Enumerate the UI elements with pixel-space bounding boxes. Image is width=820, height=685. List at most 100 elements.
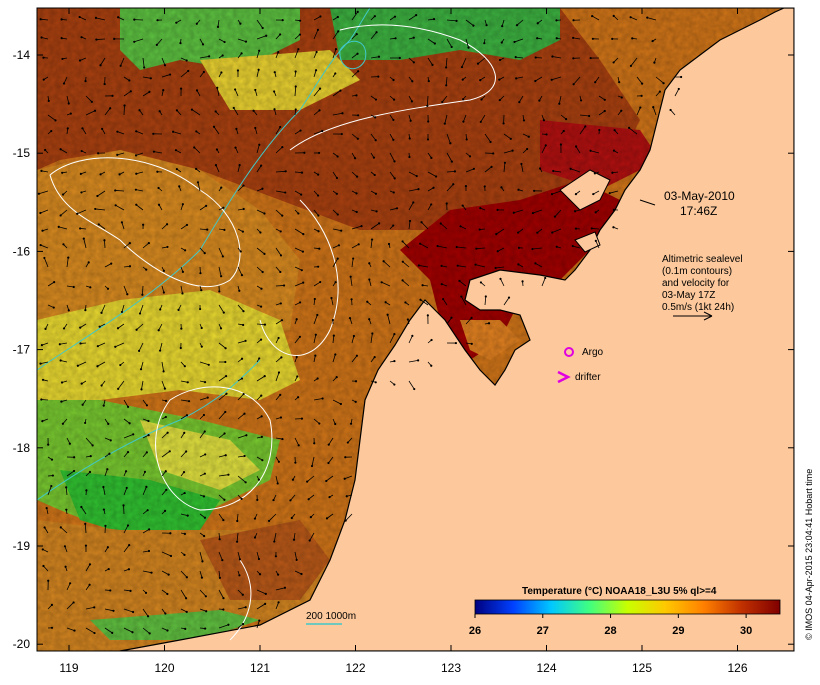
- velocity-arrow-head: [44, 149, 46, 151]
- velocity-arrow-head: [502, 122, 504, 124]
- lon-tick-label: 123: [441, 661, 461, 675]
- velocity-arrow-head: [125, 470, 127, 472]
- velocity-arrow-head: [144, 471, 146, 473]
- velocity-arrow-head: [183, 432, 185, 434]
- velocity-arrow-head: [375, 381, 377, 383]
- velocity-arrow-head: [109, 589, 111, 591]
- velocity-arrow-head: [96, 195, 98, 197]
- velocity-arrow-head: [145, 268, 147, 270]
- velocity-arrow-head: [356, 176, 358, 178]
- velocity-arrow-head: [112, 610, 114, 612]
- velocity-arrow-head: [495, 233, 497, 235]
- velocity-arrow-head: [472, 24, 474, 26]
- velocity-arrow-head: [121, 221, 123, 223]
- velocity-arrow-head: [203, 495, 205, 497]
- velocity-arrow-head: [156, 44, 158, 46]
- colorbar-title: Temperature (°C) NOAA18_L3U 5% ql>=4: [522, 586, 717, 597]
- velocity-arrow-head: [354, 157, 356, 159]
- velocity-arrow-head: [278, 461, 280, 463]
- velocity-arrow-head: [392, 79, 394, 81]
- velocity-arrow-head: [176, 168, 178, 170]
- velocity-arrow-head: [419, 299, 421, 301]
- velocity-arrow-head: [356, 33, 358, 35]
- velocity-arrow-head: [280, 254, 282, 256]
- velocity-arrow-head: [300, 193, 302, 195]
- velocity-arrow-head: [224, 361, 226, 363]
- velocity-arrow-head: [517, 232, 519, 234]
- velocity-arrow-head: [318, 152, 320, 154]
- velocity-arrow-head: [215, 164, 217, 166]
- lat-tick-label: -17: [13, 343, 31, 357]
- velocity-arrow-head: [475, 248, 477, 250]
- velocity-arrow-head: [175, 149, 177, 151]
- velocity-arrow-head: [375, 139, 377, 141]
- velocity-arrow-head: [79, 327, 81, 329]
- velocity-arrow-head: [68, 309, 70, 311]
- velocity-arrow-head: [309, 539, 311, 541]
- velocity-arrow-head: [186, 59, 188, 61]
- velocity-arrow-head: [98, 223, 100, 225]
- velocity-arrow-head: [39, 212, 41, 214]
- velocity-arrow-head: [114, 346, 116, 348]
- velocity-arrow-head: [234, 147, 236, 149]
- velocity-arrow-head: [61, 58, 63, 60]
- velocity-arrow-head: [165, 416, 167, 418]
- velocity-arrow-head: [459, 225, 461, 227]
- velocity-arrow-head: [283, 284, 285, 286]
- velocity-arrow-head: [277, 482, 279, 484]
- velocity-arrow-head: [265, 35, 267, 37]
- velocity-arrow-head: [50, 485, 52, 487]
- velocity-arrow-head: [591, 227, 593, 229]
- velocity-arrow-head: [273, 90, 275, 92]
- velocity-arrow-head: [185, 597, 187, 599]
- velocity-arrow-head: [393, 191, 395, 193]
- velocity-arrow-head: [418, 264, 420, 266]
- velocity-arrow-head: [501, 41, 503, 43]
- velocity-arrow-head: [383, 260, 385, 262]
- velocity-arrow-head: [639, 106, 641, 108]
- velocity-arrow-head: [223, 432, 225, 434]
- velocity-arrow-head: [533, 190, 535, 192]
- velocity-arrow-head: [50, 130, 52, 132]
- velocity-arrow-head: [165, 470, 167, 472]
- velocity-arrow-head: [79, 342, 81, 344]
- velocity-arrow-head: [394, 16, 396, 18]
- velocity-arrow-head: [40, 18, 42, 20]
- velocity-arrow-head: [575, 193, 577, 195]
- velocity-arrow-head: [99, 326, 101, 328]
- velocity-arrow-head: [62, 423, 64, 425]
- velocity-arrow-head: [401, 240, 403, 242]
- velocity-arrow-head: [523, 119, 525, 121]
- velocity-arrow-head: [393, 360, 395, 362]
- velocity-arrow-head: [393, 99, 395, 101]
- velocity-arrow-head: [44, 526, 46, 528]
- velocity-arrow-head: [314, 355, 316, 357]
- velocity-arrow-head: [520, 163, 522, 165]
- velocity-arrow-head: [193, 146, 195, 148]
- velocity-arrow-head: [501, 25, 503, 27]
- velocity-arrow-head: [196, 23, 198, 25]
- velocity-arrow-head: [238, 574, 240, 576]
- velocity-arrow-head: [186, 414, 188, 416]
- velocity-arrow-head: [499, 278, 501, 280]
- velocity-arrow-head: [264, 375, 266, 377]
- velocity-arrow-head: [399, 57, 401, 59]
- velocity-arrow-head: [430, 365, 432, 367]
- velocity-arrow-head: [38, 193, 40, 195]
- velocity-arrow-head: [166, 223, 168, 225]
- velocity-arrow-head: [350, 298, 352, 300]
- velocity-arrow-head: [281, 319, 283, 321]
- velocity-arrow-head: [595, 211, 597, 213]
- velocity-arrow-head: [186, 576, 188, 578]
- velocity-arrow-head: [545, 144, 547, 146]
- velocity-arrow-head: [73, 470, 75, 472]
- velocity-arrow-head: [462, 79, 464, 81]
- velocity-arrow-head: [42, 548, 44, 550]
- velocity-arrow-head: [402, 261, 404, 263]
- velocity-arrow-head: [433, 18, 435, 20]
- velocity-arrow-head: [413, 388, 415, 390]
- velocity-arrow-head: [630, 65, 632, 67]
- velocity-arrow-head: [592, 38, 594, 40]
- velocity-arrow-head: [537, 22, 539, 24]
- velocity-arrow-head: [167, 432, 169, 434]
